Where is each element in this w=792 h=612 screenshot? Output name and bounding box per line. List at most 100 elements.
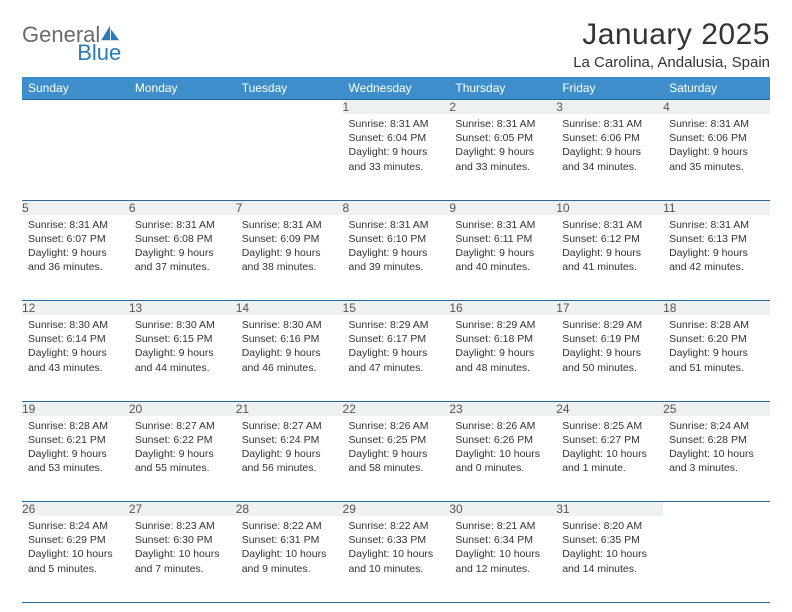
day-details: Sunrise: 8:29 AMSunset: 6:18 PMDaylight:… bbox=[449, 315, 556, 379]
sunset-text: Sunset: 6:07 PM bbox=[28, 232, 123, 246]
day-details: Sunrise: 8:31 AMSunset: 6:04 PMDaylight:… bbox=[343, 114, 450, 178]
logo: GeneralBlue bbox=[22, 18, 121, 64]
sunset-text: Sunset: 6:22 PM bbox=[135, 433, 230, 447]
empty-day-number bbox=[22, 100, 129, 115]
daylight-line1: Daylight: 9 hours bbox=[349, 447, 444, 461]
day-cell: Sunrise: 8:31 AMSunset: 6:11 PMDaylight:… bbox=[449, 215, 556, 301]
day-cell: Sunrise: 8:20 AMSunset: 6:35 PMDaylight:… bbox=[556, 516, 663, 602]
daylight-line2: and 43 minutes. bbox=[28, 361, 123, 375]
daylight-line1: Daylight: 9 hours bbox=[28, 346, 123, 360]
sunset-text: Sunset: 6:14 PM bbox=[28, 332, 123, 346]
day-details: Sunrise: 8:22 AMSunset: 6:33 PMDaylight:… bbox=[343, 516, 450, 580]
sunset-text: Sunset: 6:25 PM bbox=[349, 433, 444, 447]
sunset-text: Sunset: 6:29 PM bbox=[28, 533, 123, 547]
sunrise-text: Sunrise: 8:31 AM bbox=[455, 218, 550, 232]
day-number: 16 bbox=[449, 301, 556, 316]
day-cell: Sunrise: 8:26 AMSunset: 6:26 PMDaylight:… bbox=[449, 416, 556, 502]
daylight-line2: and 47 minutes. bbox=[349, 361, 444, 375]
day-cell: Sunrise: 8:25 AMSunset: 6:27 PMDaylight:… bbox=[556, 416, 663, 502]
day-number: 26 bbox=[22, 502, 129, 517]
daylight-line2: and 0 minutes. bbox=[455, 461, 550, 475]
empty-day-number bbox=[129, 100, 236, 115]
day-number: 27 bbox=[129, 502, 236, 517]
day-details: Sunrise: 8:24 AMSunset: 6:29 PMDaylight:… bbox=[22, 516, 129, 580]
daylight-line2: and 56 minutes. bbox=[242, 461, 337, 475]
empty-day-cell bbox=[129, 114, 236, 200]
day-details: Sunrise: 8:31 AMSunset: 6:10 PMDaylight:… bbox=[343, 215, 450, 279]
day-number: 13 bbox=[129, 301, 236, 316]
sunset-text: Sunset: 6:19 PM bbox=[562, 332, 657, 346]
daylight-line1: Daylight: 10 hours bbox=[455, 447, 550, 461]
daylight-line2: and 39 minutes. bbox=[349, 260, 444, 274]
daylight-line2: and 10 minutes. bbox=[349, 562, 444, 576]
day-cell: Sunrise: 8:29 AMSunset: 6:18 PMDaylight:… bbox=[449, 315, 556, 401]
day-number: 31 bbox=[556, 502, 663, 517]
daylight-line2: and 58 minutes. bbox=[349, 461, 444, 475]
day-cell: Sunrise: 8:31 AMSunset: 6:08 PMDaylight:… bbox=[129, 215, 236, 301]
sunset-text: Sunset: 6:12 PM bbox=[562, 232, 657, 246]
day-details: Sunrise: 8:29 AMSunset: 6:17 PMDaylight:… bbox=[343, 315, 450, 379]
day-cell: Sunrise: 8:31 AMSunset: 6:09 PMDaylight:… bbox=[236, 215, 343, 301]
weekday-wednesday: Wednesday bbox=[343, 77, 450, 100]
sunrise-text: Sunrise: 8:24 AM bbox=[669, 419, 764, 433]
sunrise-text: Sunrise: 8:31 AM bbox=[28, 218, 123, 232]
daylight-line2: and 3 minutes. bbox=[669, 461, 764, 475]
sunrise-text: Sunrise: 8:31 AM bbox=[455, 117, 550, 131]
day-number: 23 bbox=[449, 401, 556, 416]
sunrise-text: Sunrise: 8:31 AM bbox=[669, 218, 764, 232]
month-title: January 2025 bbox=[573, 18, 770, 52]
daylight-line1: Daylight: 9 hours bbox=[135, 246, 230, 260]
day-details: Sunrise: 8:28 AMSunset: 6:21 PMDaylight:… bbox=[22, 416, 129, 480]
sunrise-text: Sunrise: 8:21 AM bbox=[455, 519, 550, 533]
sunset-text: Sunset: 6:28 PM bbox=[669, 433, 764, 447]
day-details: Sunrise: 8:31 AMSunset: 6:06 PMDaylight:… bbox=[663, 114, 770, 178]
day-number: 6 bbox=[129, 200, 236, 215]
daylight-line2: and 51 minutes. bbox=[669, 361, 764, 375]
weekday-tuesday: Tuesday bbox=[236, 77, 343, 100]
sunrise-text: Sunrise: 8:31 AM bbox=[669, 117, 764, 131]
daylight-line1: Daylight: 10 hours bbox=[455, 547, 550, 561]
day-number: 3 bbox=[556, 100, 663, 115]
day-details: Sunrise: 8:31 AMSunset: 6:08 PMDaylight:… bbox=[129, 215, 236, 279]
daylight-line1: Daylight: 9 hours bbox=[562, 346, 657, 360]
day-details: Sunrise: 8:21 AMSunset: 6:34 PMDaylight:… bbox=[449, 516, 556, 580]
sunrise-text: Sunrise: 8:30 AM bbox=[242, 318, 337, 332]
day-details: Sunrise: 8:31 AMSunset: 6:06 PMDaylight:… bbox=[556, 114, 663, 178]
day-cell: Sunrise: 8:31 AMSunset: 6:06 PMDaylight:… bbox=[556, 114, 663, 200]
day-number: 8 bbox=[343, 200, 450, 215]
sunset-text: Sunset: 6:35 PM bbox=[562, 533, 657, 547]
daylight-line2: and 53 minutes. bbox=[28, 461, 123, 475]
sunrise-text: Sunrise: 8:31 AM bbox=[135, 218, 230, 232]
day-details: Sunrise: 8:31 AMSunset: 6:11 PMDaylight:… bbox=[449, 215, 556, 279]
empty-day-cell bbox=[22, 114, 129, 200]
day-cell: Sunrise: 8:31 AMSunset: 6:04 PMDaylight:… bbox=[343, 114, 450, 200]
day-number: 10 bbox=[556, 200, 663, 215]
week-number-row: 19202122232425 bbox=[22, 401, 770, 416]
daylight-line1: Daylight: 9 hours bbox=[669, 145, 764, 159]
sunset-text: Sunset: 6:06 PM bbox=[669, 131, 764, 145]
day-cell: Sunrise: 8:31 AMSunset: 6:10 PMDaylight:… bbox=[343, 215, 450, 301]
empty-day-number bbox=[236, 100, 343, 115]
day-details: Sunrise: 8:31 AMSunset: 6:13 PMDaylight:… bbox=[663, 215, 770, 279]
header: GeneralBlue January 2025 La Carolina, An… bbox=[22, 18, 770, 71]
sunset-text: Sunset: 6:20 PM bbox=[669, 332, 764, 346]
sunset-text: Sunset: 6:26 PM bbox=[455, 433, 550, 447]
day-cell: Sunrise: 8:28 AMSunset: 6:21 PMDaylight:… bbox=[22, 416, 129, 502]
day-cell: Sunrise: 8:26 AMSunset: 6:25 PMDaylight:… bbox=[343, 416, 450, 502]
daylight-line1: Daylight: 9 hours bbox=[455, 246, 550, 260]
sunrise-text: Sunrise: 8:24 AM bbox=[28, 519, 123, 533]
day-details: Sunrise: 8:30 AMSunset: 6:15 PMDaylight:… bbox=[129, 315, 236, 379]
day-number: 24 bbox=[556, 401, 663, 416]
weekday-saturday: Saturday bbox=[663, 77, 770, 100]
day-number: 17 bbox=[556, 301, 663, 316]
day-details: Sunrise: 8:27 AMSunset: 6:22 PMDaylight:… bbox=[129, 416, 236, 480]
daylight-line2: and 38 minutes. bbox=[242, 260, 337, 274]
day-number: 5 bbox=[22, 200, 129, 215]
sunrise-text: Sunrise: 8:30 AM bbox=[28, 318, 123, 332]
day-number: 22 bbox=[343, 401, 450, 416]
day-cell: Sunrise: 8:28 AMSunset: 6:20 PMDaylight:… bbox=[663, 315, 770, 401]
sunrise-text: Sunrise: 8:31 AM bbox=[242, 218, 337, 232]
day-cell: Sunrise: 8:30 AMSunset: 6:14 PMDaylight:… bbox=[22, 315, 129, 401]
day-details: Sunrise: 8:31 AMSunset: 6:07 PMDaylight:… bbox=[22, 215, 129, 279]
sunrise-text: Sunrise: 8:31 AM bbox=[349, 117, 444, 131]
